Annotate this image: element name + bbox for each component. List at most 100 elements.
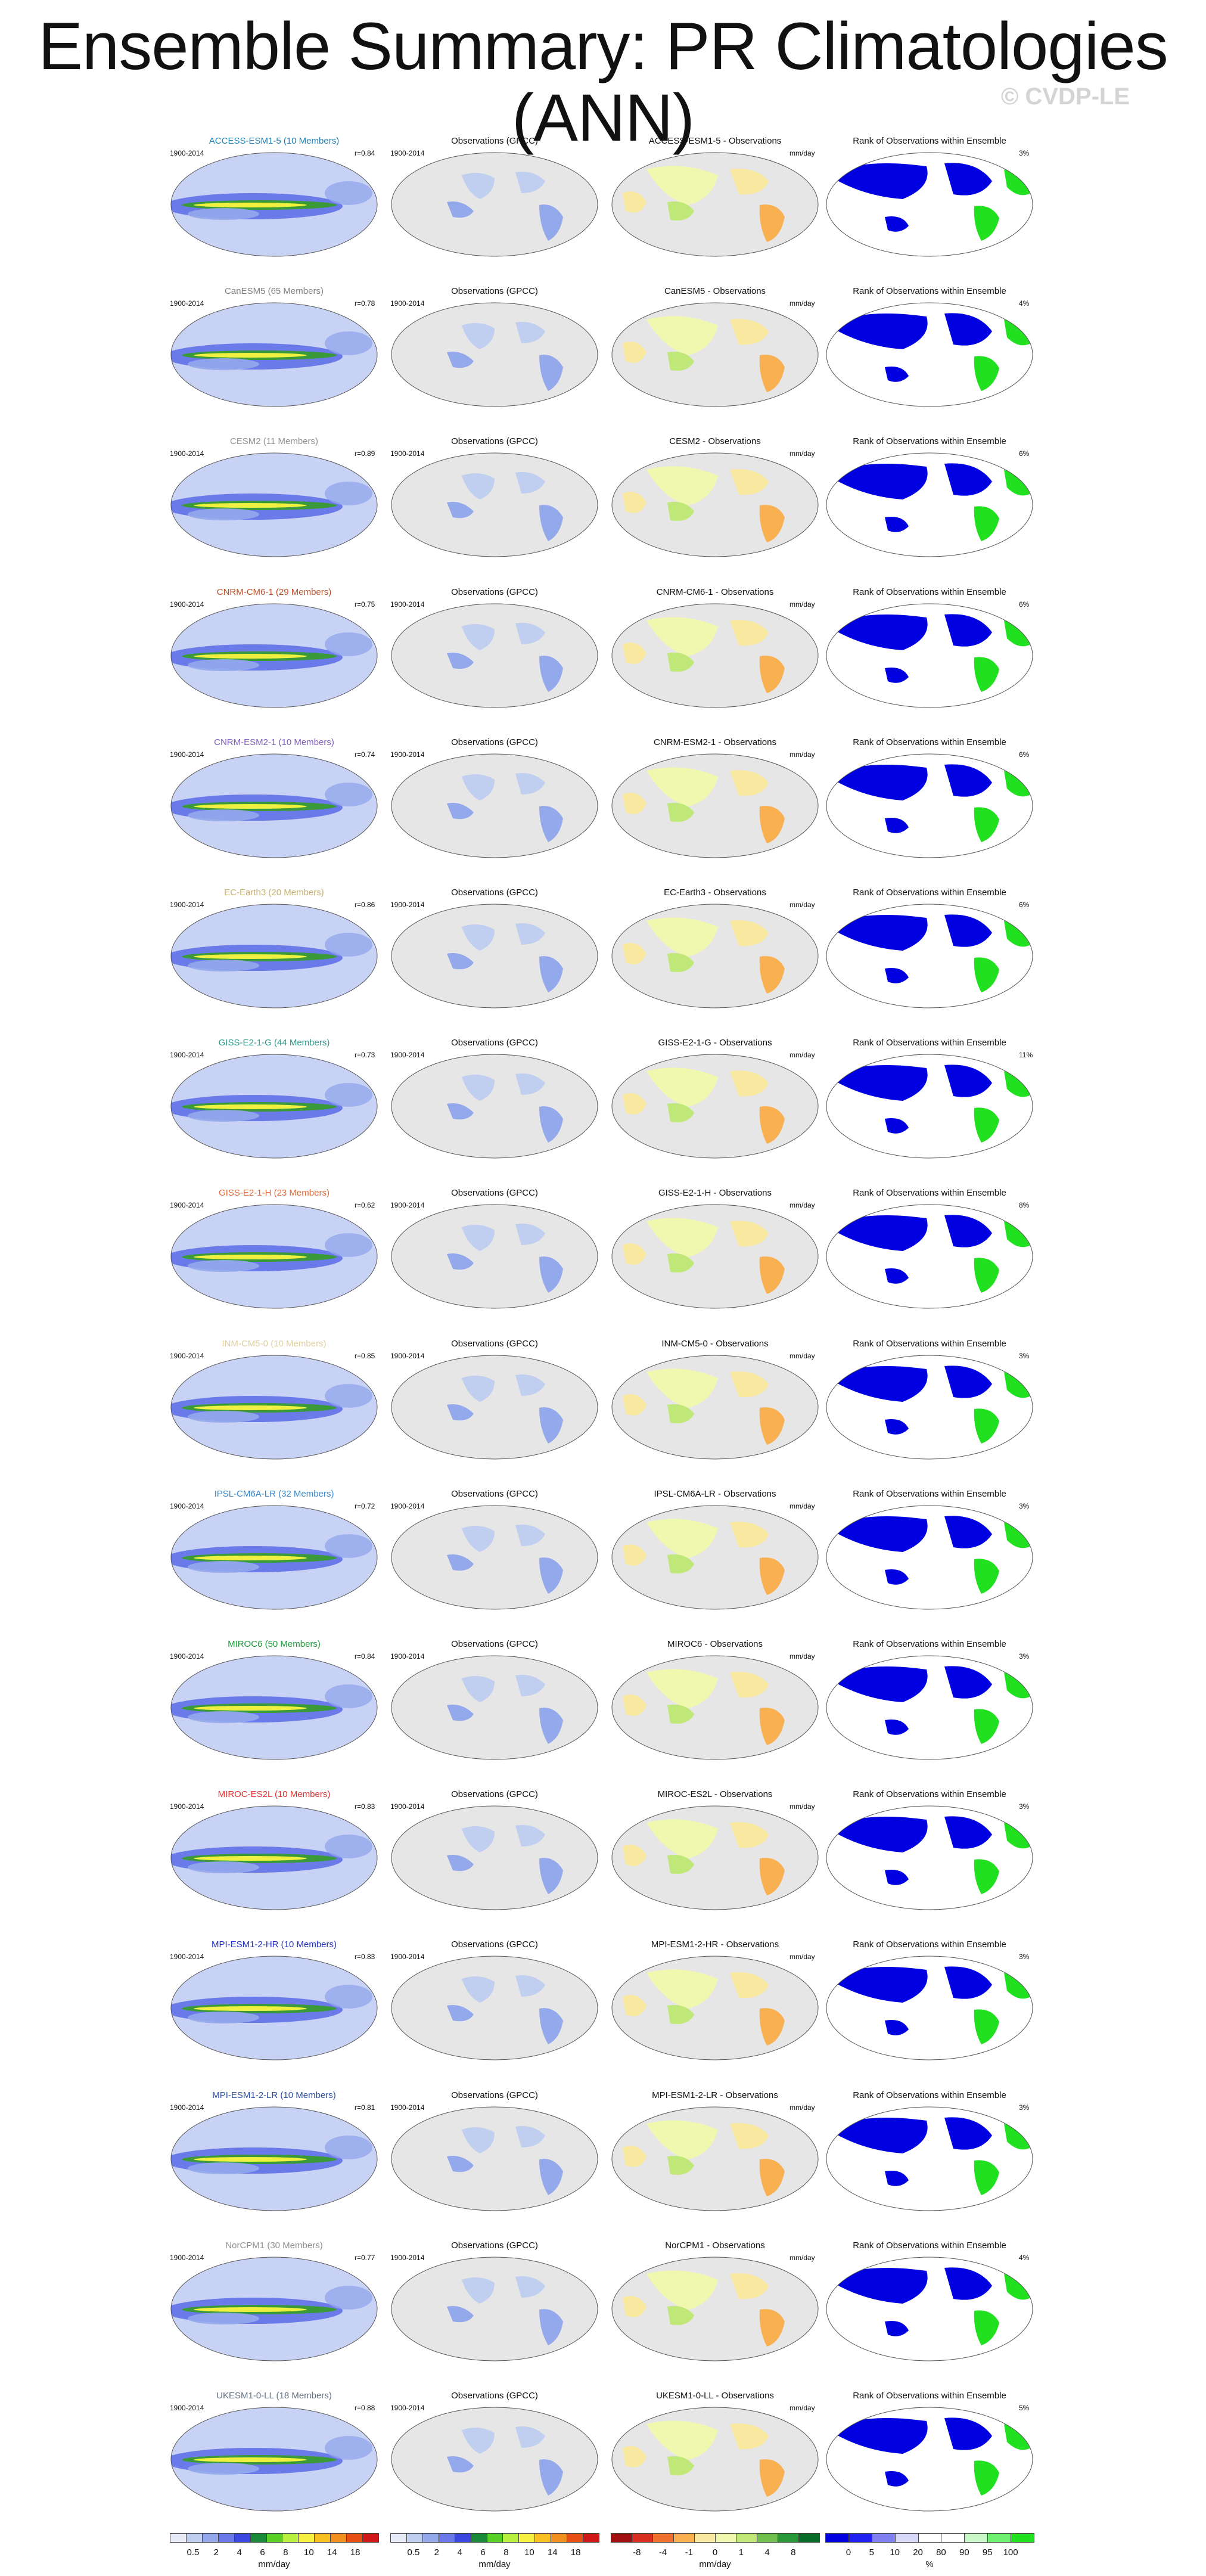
diff-model: MIROC6 — [667, 1639, 703, 1649]
colorbar-segment — [715, 2533, 736, 2543]
colorbar-segment — [757, 2533, 778, 2543]
diff-model: CanESM5 — [664, 286, 705, 297]
model-map — [170, 302, 378, 407]
correlation-label: r=0.88 — [355, 2404, 375, 2412]
diff-suffix: - Observations — [718, 1939, 779, 1950]
diff-units: mm/day — [790, 149, 815, 157]
colorbar-segment — [918, 2533, 942, 2543]
colorbar-segment — [848, 2533, 872, 2543]
diff-model: UKESM1-0-LL — [656, 2391, 714, 2401]
diff-map — [611, 904, 819, 1008]
colorbar-segment — [673, 2533, 695, 2543]
obs-title: Observations (GPCC) — [451, 2240, 538, 2251]
colorbar-segment — [1011, 2533, 1034, 2543]
period-label: 1900-2014 — [170, 149, 204, 157]
colorbar-tick-label: 2 — [213, 2547, 219, 2558]
colorbar-segment — [470, 2533, 487, 2543]
diff-suffix: - Observations — [720, 136, 782, 146]
period-label: 1900-2014 — [170, 2103, 204, 2112]
rank-percent: 3% — [1019, 1953, 1030, 1962]
diff-units: mm/day — [790, 600, 815, 609]
rank-title: Rank of Observations within Ensemble — [853, 1639, 1006, 1649]
rank-percent: 3% — [1019, 1802, 1030, 1811]
rank-title: Rank of Observations within Ensemble — [853, 2090, 1006, 2100]
diff-title: CESM2 - Observations — [669, 436, 760, 447]
colorbar-segment — [825, 2533, 849, 2543]
colorbar-segment — [632, 2533, 653, 2543]
colorbar-segment — [798, 2533, 820, 2543]
model-title: GISS-E2-1-G (44 Members) — [219, 1038, 330, 1048]
rank-title: Rank of Observations within Ensemble — [853, 2240, 1006, 2251]
rank-map — [826, 2106, 1033, 2211]
member-count: (20 Members) — [266, 887, 324, 898]
model-map — [170, 753, 378, 858]
model-map — [170, 1655, 378, 1760]
obs-title: Observations (GPCC) — [451, 2391, 538, 2401]
diff-suffix: - Observations — [711, 1038, 772, 1048]
colorbar-segment — [314, 2533, 331, 2543]
period-label: 1900-2014 — [390, 1652, 425, 1661]
period-label: 1900-2014 — [390, 2404, 425, 2412]
model-name: UKESM1-0-LL — [216, 2391, 274, 2401]
diff-model: GISS-E2-1-H — [658, 1188, 711, 1199]
member-count: (30 Members) — [265, 2240, 323, 2251]
diff-suffix: - Observations — [711, 1188, 772, 1199]
diff-suffix: - Observations — [700, 436, 761, 447]
period-label: 1900-2014 — [170, 901, 204, 909]
diff-map — [611, 1054, 819, 1159]
colorbar-tick-label: 80 — [936, 2547, 946, 2558]
correlation-label: r=0.85 — [355, 1351, 375, 1360]
model-title: MIROC-ES2L (10 Members) — [218, 1789, 331, 1800]
diff-title: MIROC-ES2L - Observations — [658, 1789, 773, 1800]
obs-title: Observations (GPCC) — [451, 586, 538, 597]
colorbar-units: mm/day — [258, 2559, 290, 2569]
rank-title: Rank of Observations within Ensemble — [853, 136, 1006, 146]
colorbar-units: % — [925, 2559, 934, 2569]
diff-map — [611, 603, 819, 708]
rank-title: Rank of Observations within Ensemble — [853, 1038, 1006, 1048]
cvdp-watermark: © CVDP-LE — [1000, 83, 1130, 110]
model-name: CESM2 — [229, 436, 261, 447]
diff-model: CESM2 — [669, 436, 700, 447]
rank-map — [826, 1355, 1033, 1460]
obs-map — [391, 1204, 598, 1309]
period-label: 1900-2014 — [390, 2253, 425, 2262]
colorbar-tick-label: 0 — [712, 2547, 718, 2558]
period-label: 1900-2014 — [390, 1351, 425, 1360]
colorbar-tick-label: 14 — [547, 2547, 558, 2558]
rank-title: Rank of Observations within Ensemble — [853, 436, 1006, 447]
rank-percent: 6% — [1019, 750, 1030, 759]
diff-title: MIROC6 - Observations — [667, 1639, 763, 1650]
colorbar-segment — [551, 2533, 568, 2543]
period-label: 1900-2014 — [390, 149, 425, 157]
colorbar-segment — [871, 2533, 896, 2543]
member-count: (10 Members) — [272, 1789, 331, 1800]
member-count: (11 Members) — [260, 436, 319, 447]
period-label: 1900-2014 — [390, 901, 425, 909]
colorbar-segment — [964, 2533, 989, 2543]
colorbar-tick-label: 4 — [237, 2547, 242, 2558]
colorbar-segment — [346, 2533, 363, 2543]
rank-percent: 5% — [1019, 2404, 1030, 2412]
obs-map — [391, 2257, 598, 2361]
diff-units: mm/day — [790, 2253, 815, 2262]
colorbar-segment — [330, 2533, 347, 2543]
diff-title: CanESM5 - Observations — [664, 286, 766, 297]
model-name: GISS-E2-1-H — [219, 1188, 272, 1199]
diff-suffix: - Observations — [704, 2240, 765, 2251]
rank-percent: 3% — [1019, 1501, 1030, 1510]
colorbar-segment — [390, 2533, 407, 2543]
period-label: 1900-2014 — [170, 1501, 204, 1510]
colorbar-segment — [298, 2533, 315, 2543]
rank-map — [826, 2257, 1033, 2361]
period-label: 1900-2014 — [170, 1802, 204, 1811]
obs-map — [391, 1655, 598, 1760]
diff-map — [611, 753, 819, 858]
diff-units: mm/day — [790, 2103, 815, 2112]
model-title: MPI-ESM1-2-LR (10 Members) — [212, 2090, 336, 2101]
period-label: 1900-2014 — [170, 1051, 204, 1060]
diff-model: EC-Earth3 — [664, 887, 706, 898]
correlation-label: r=0.74 — [355, 750, 375, 759]
model-map — [170, 1204, 378, 1309]
diff-suffix: - Observations — [711, 1789, 773, 1800]
